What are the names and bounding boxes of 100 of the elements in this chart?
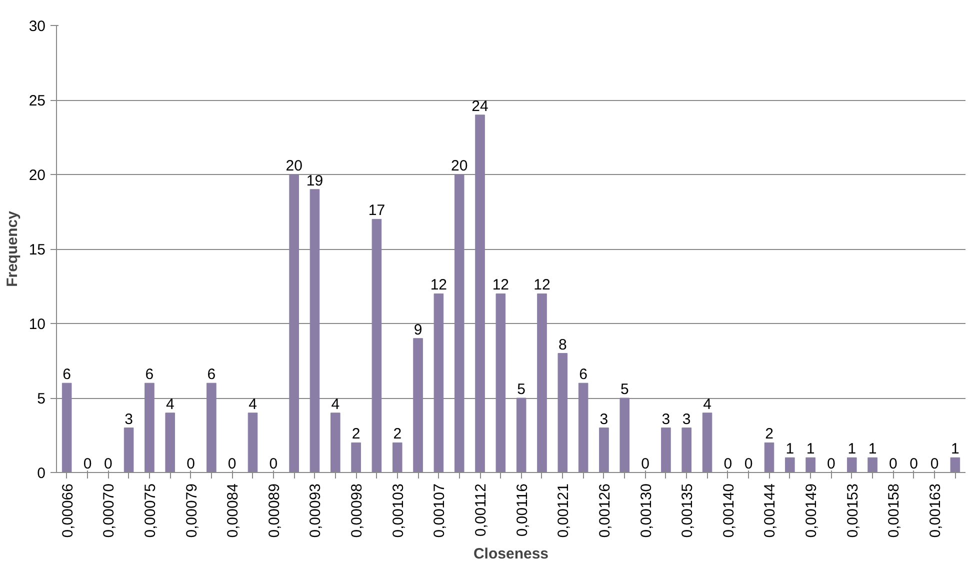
x-tick-label: 0,00070 — [100, 483, 118, 538]
data-label: 9 — [414, 321, 422, 338]
bar — [578, 382, 588, 472]
data-label: 1 — [848, 440, 856, 458]
x-tick-label: 0,00121 — [555, 483, 572, 538]
bar — [454, 174, 464, 472]
x-tick-label: 0,00089 — [266, 483, 283, 538]
data-label: 0 — [889, 456, 898, 472]
data-label: 0 — [930, 456, 939, 472]
bar — [702, 412, 712, 472]
data-label: 24 — [472, 98, 488, 115]
bar — [144, 382, 154, 472]
bar — [434, 293, 444, 472]
x-tick-label: 0,00103 — [390, 483, 407, 538]
x-tick-label: 0,00144 — [762, 483, 779, 538]
bar — [806, 457, 816, 472]
data-label: 20 — [286, 158, 302, 174]
bar — [165, 412, 176, 472]
bar — [392, 442, 402, 472]
data-label: 12 — [534, 276, 550, 294]
bar — [496, 293, 506, 472]
data-label: 4 — [248, 396, 257, 413]
bar — [475, 114, 485, 472]
bar — [413, 338, 423, 472]
data-label: 3 — [662, 410, 670, 428]
bar — [846, 457, 857, 472]
x-axis-title: Closeness — [473, 546, 549, 563]
bar — [558, 353, 568, 472]
data-label: 6 — [579, 366, 588, 384]
data-label: 6 — [145, 366, 154, 384]
bar — [248, 412, 258, 472]
bar — [868, 457, 878, 472]
data-label: 5 — [517, 381, 526, 398]
data-label: 4 — [331, 396, 340, 413]
data-label: 19 — [306, 172, 324, 190]
data-label: 1 — [806, 440, 815, 458]
bar — [785, 457, 795, 472]
data-label: 3 — [124, 410, 133, 428]
data-label: 12 — [492, 276, 510, 294]
bar — [950, 457, 960, 472]
bar — [330, 412, 340, 472]
data-label: 4 — [166, 396, 174, 413]
x-tick-label: 0,00098 — [348, 483, 366, 538]
x-tick-label: 0,00153 — [844, 483, 862, 538]
bar — [372, 218, 382, 472]
data-label: 12 — [430, 276, 448, 294]
x-tick-label: 0,00158 — [886, 483, 903, 538]
bar — [599, 428, 609, 472]
bar — [206, 382, 216, 472]
bar — [682, 428, 692, 472]
bar — [289, 174, 299, 472]
bar — [764, 442, 774, 472]
data-label: 1 — [868, 440, 877, 458]
x-tick-label: 0,00084 — [224, 483, 242, 538]
data-label: 1 — [951, 440, 960, 458]
data-label: 6 — [62, 366, 71, 384]
data-label: 3 — [682, 410, 691, 428]
x-tick-label: 0,00130 — [638, 483, 655, 538]
x-tick-label: 0,00075 — [142, 483, 159, 538]
data-label: 0 — [104, 456, 112, 472]
y-axis-title: Frequency — [4, 210, 21, 287]
bar — [516, 398, 526, 472]
data-label: 0 — [744, 456, 753, 472]
data-label: 0 — [186, 456, 195, 472]
data-label: 3 — [600, 410, 608, 428]
x-tick-label: 0,00140 — [720, 483, 738, 538]
bar — [310, 189, 320, 472]
data-label: 1 — [786, 440, 794, 458]
data-label: 0 — [910, 456, 918, 472]
bar — [537, 293, 547, 472]
y-tick-label: 15 — [28, 242, 46, 258]
data-label: 2 — [352, 426, 360, 443]
x-tick-label: 0,00126 — [596, 483, 614, 538]
y-tick-label: 5 — [37, 390, 46, 408]
data-label: 20 — [451, 158, 468, 174]
data-label: 0 — [724, 456, 732, 472]
data-label: 6 — [207, 366, 216, 384]
data-label: 17 — [368, 202, 386, 220]
x-tick-label: 0,00135 — [679, 483, 696, 538]
bar — [620, 398, 630, 472]
x-tick-label: 0,00163 — [927, 483, 944, 538]
y-tick-label: 10 — [28, 316, 46, 333]
x-tick-label: 0,00066 — [59, 483, 76, 538]
data-label: 0 — [827, 456, 836, 472]
y-tick-label: 25 — [28, 92, 46, 110]
data-label: 2 — [393, 426, 402, 443]
y-tick-label: 20 — [28, 167, 46, 184]
y-tick-label: 30 — [28, 18, 46, 35]
x-tick-label: 0,00116 — [514, 484, 531, 537]
data-label: 2 — [765, 426, 774, 443]
bar — [351, 442, 361, 472]
data-label: 0 — [83, 456, 92, 472]
data-label: 0 — [641, 456, 650, 472]
bar — [661, 428, 671, 472]
x-tick-label: 0,00093 — [307, 483, 324, 538]
data-label: 4 — [703, 396, 712, 413]
data-label: 0 — [228, 456, 236, 472]
bar — [124, 428, 134, 472]
x-tick-label: 0,00107 — [431, 483, 448, 538]
data-label: 8 — [558, 336, 567, 354]
